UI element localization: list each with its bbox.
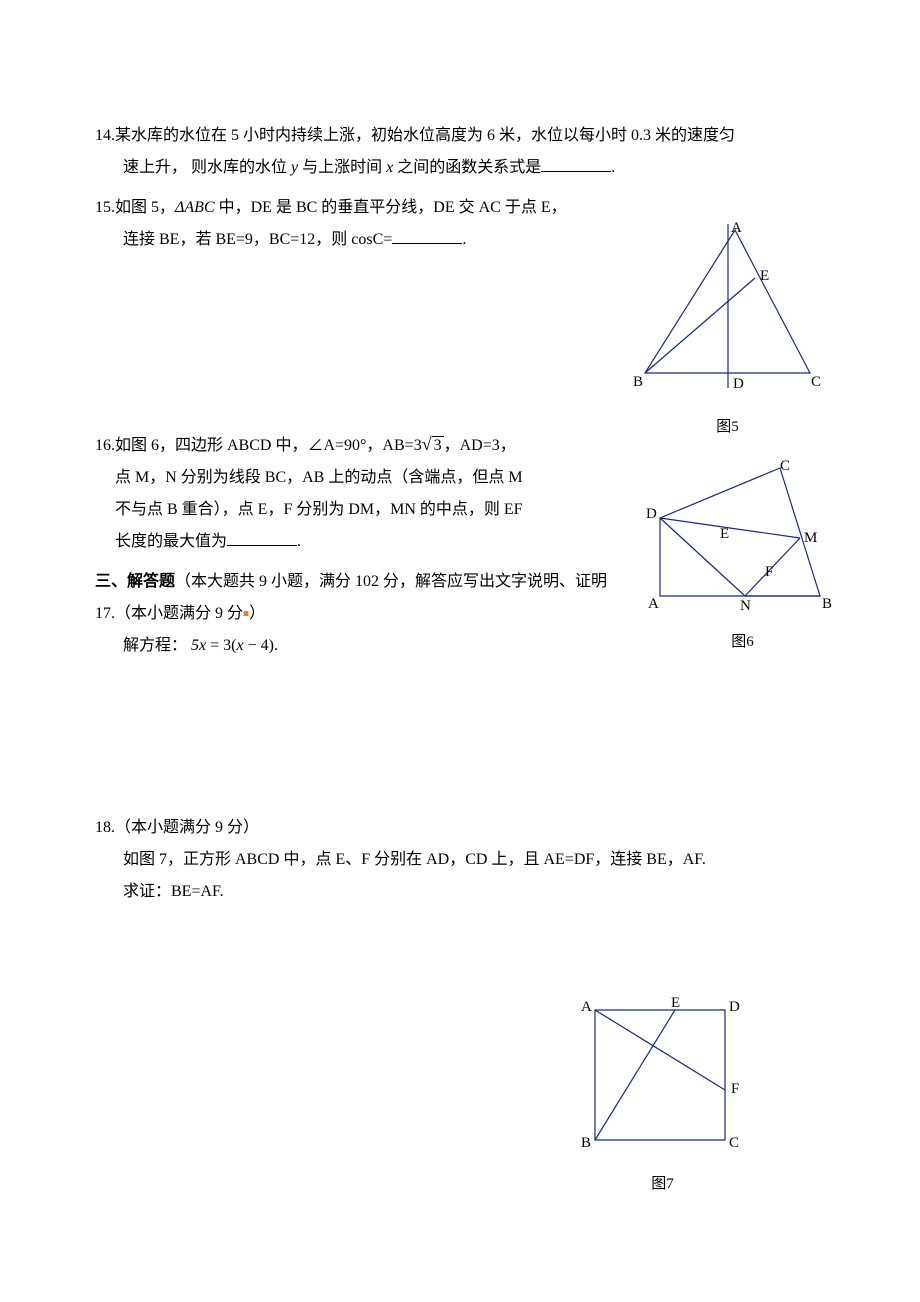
svg-text:N: N [740,598,751,613]
svg-text:E: E [720,526,729,542]
q18-line2: 如图 7，正方形 ABCD 中，点 E、F 分别在 AD，CD 上，且 AE=D… [95,844,825,876]
figure-6: A B C D E F M N 图6 [640,458,845,657]
svg-text:E: E [671,995,680,1011]
q14: 14.某水库的水位在 5 小时内持续上涨，初始水位高度为 6 米，水位以每小时 … [95,120,825,184]
svg-text:B: B [822,596,832,612]
svg-text:M: M [804,530,817,546]
q14-line1: 14.某水库的水位在 5 小时内持续上涨，初始水位高度为 6 米，水位以每小时 … [95,120,825,152]
fig6-svg: A B C D E F M N [640,458,845,613]
blank [227,530,297,546]
svg-text:A: A [581,999,592,1015]
fig5-svg: A B C D E [625,218,830,398]
svg-text:F: F [731,1081,739,1097]
blank [541,156,611,172]
figure-7: A B C D E F 图7 [575,995,750,1199]
q18-line1: 18.（本小题满分 9 分） [95,812,825,844]
svg-text:D: D [733,376,744,392]
svg-text:E: E [760,268,769,284]
q18: 18.（本小题满分 9 分） 如图 7，正方形 ABCD 中，点 E、F 分别在… [95,812,825,908]
svg-text:A: A [731,220,742,236]
sqrt-expr: 3√3 [414,426,444,462]
blank [392,228,462,244]
figure-5: A B C D E 图5 [625,218,830,442]
fig6-label: 图6 [640,627,845,657]
svg-text:C: C [729,1135,739,1151]
q18-line3: 求证：BE=AF. [95,876,825,908]
svg-text:D: D [646,506,657,522]
svg-text:D: D [729,999,740,1015]
svg-text:C: C [811,374,821,390]
fig7-label: 图7 [575,1169,750,1199]
svg-text:B: B [581,1135,591,1151]
svg-text:B: B [633,374,643,390]
svg-text:A: A [648,596,659,612]
svg-text:F: F [765,564,773,580]
fig5-label: 图5 [625,412,830,442]
svg-text:C: C [780,458,790,474]
section-3-header: 三、解答题（本大题共 9 小题，满分 102 分，解答应写出文字说明、证明 [95,566,635,598]
section-3-label: 三、解答题 [95,566,175,598]
q14-line2: 速上升， 则水库的水位 y 与上涨时间 x 之间的函数关系式是. [95,152,825,184]
fig7-svg: A B C D E F [575,995,750,1155]
